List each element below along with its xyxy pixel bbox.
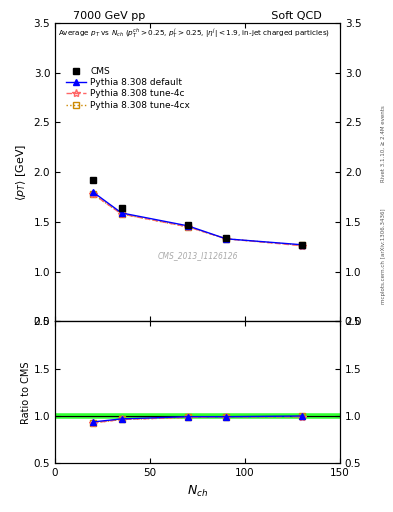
Y-axis label: Ratio to CMS: Ratio to CMS [21,361,31,423]
Text: Rivet 3.1.10, ≥ 2.4M events: Rivet 3.1.10, ≥ 2.4M events [381,105,386,182]
Title: 7000 GeV pp                                    Soft QCD: 7000 GeV pp Soft QCD [73,11,322,21]
Legend: CMS, Pythia 8.308 default, Pythia 8.308 tune-4c, Pythia 8.308 tune-4cx: CMS, Pythia 8.308 default, Pythia 8.308 … [62,63,194,113]
X-axis label: $N_{ch}$: $N_{ch}$ [187,484,208,499]
Text: mcplots.cern.ch [arXiv:1306.3436]: mcplots.cern.ch [arXiv:1306.3436] [381,208,386,304]
Text: CMS_2013_I1126126: CMS_2013_I1126126 [157,251,238,260]
Text: Average $p_T$ vs $N_{ch}$ ($p_T^{ch}>0.25$, $p_T^j>0.25$, $|\eta^j|<1.9$, in-jet: Average $p_T$ vs $N_{ch}$ ($p_T^{ch}>0.2… [58,26,330,39]
Y-axis label: $\langle p_T \rangle$ [GeV]: $\langle p_T \rangle$ [GeV] [14,143,28,201]
